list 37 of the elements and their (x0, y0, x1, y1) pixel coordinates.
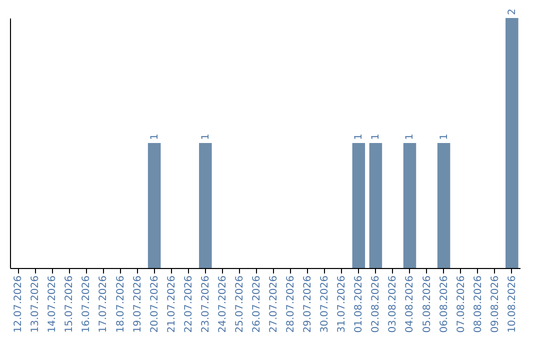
x-tick-label: 04.08.2026 (404, 276, 416, 333)
x-tick-label: 15.07.2026 (64, 276, 76, 333)
x-tick-label: 24.07.2026 (217, 276, 228, 333)
x-tick-label: 02.08.2026 (370, 276, 382, 333)
x-tick-label: 28.07.2026 (286, 276, 297, 333)
x-tick-label: 31.07.2026 (336, 276, 348, 333)
x-tick-label: 03.08.2026 (388, 276, 399, 333)
x-tick-label: 09.08.2026 (490, 276, 501, 333)
x-tick-label: 27.07.2026 (268, 276, 280, 333)
data-label: 2 (506, 8, 518, 15)
x-tick-label: 23.07.2026 (200, 276, 212, 333)
x-tick-label: 26.07.2026 (251, 276, 262, 333)
x-tick-label: 05.08.2026 (422, 276, 433, 333)
x-tick-label: 20.07.2026 (149, 276, 160, 333)
x-tick-label: 22.07.2026 (183, 276, 194, 333)
x-tick-label: 06.08.2026 (438, 276, 450, 333)
data-label: 1 (404, 134, 416, 140)
x-tick-label: 13.07.2026 (30, 276, 42, 333)
x-tick-label: 19.07.2026 (132, 276, 144, 333)
x-tick-label: 07.08.2026 (456, 276, 467, 333)
x-tick-label: 29.07.2026 (302, 276, 314, 333)
x-tick-label: 17.07.2026 (98, 276, 110, 333)
x-tick-label: 01.08.2026 (354, 276, 365, 333)
x-tick-label: 14.07.2026 (47, 276, 58, 333)
x-tick-label: 18.07.2026 (115, 276, 126, 333)
x-tick-label: 10.08.2026 (506, 276, 518, 333)
data-label: 1 (149, 134, 160, 140)
x-tick-label: 08.08.2026 (472, 276, 484, 333)
x-tick-label: 21.07.2026 (166, 276, 178, 333)
x-tick-label: 16.07.2026 (81, 276, 92, 333)
x-tick-label: 12.07.2026 (13, 276, 24, 333)
x-tick-label: 30.07.2026 (320, 276, 331, 333)
x-tick-label: 25.07.2026 (234, 276, 246, 333)
data-label: 1 (354, 134, 365, 140)
data-label: 1 (438, 134, 450, 140)
data-label: 1 (370, 134, 382, 140)
data-label: 1 (200, 134, 212, 140)
